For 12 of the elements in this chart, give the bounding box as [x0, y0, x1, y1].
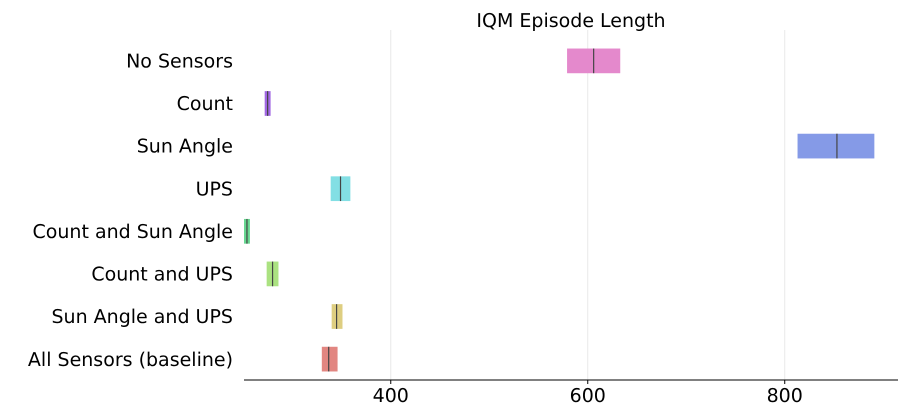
y-tick-label: Sun Angle and UPS — [51, 306, 233, 328]
y-tick-label: Count and UPS — [91, 264, 233, 286]
y-tick-label: All Sensors (baseline) — [28, 348, 233, 371]
x-tick-label: 400 — [372, 385, 409, 406]
x-tick-label: 800 — [766, 385, 803, 406]
y-tick-label: Count and Sun Angle — [32, 220, 233, 243]
x-tick-label: 600 — [570, 385, 606, 406]
chart-title: IQM Episode Length — [476, 10, 666, 32]
y-tick-label: Count — [176, 93, 233, 116]
y-tick-label: Sun Angle — [136, 136, 233, 158]
y-tick-label: UPS — [196, 178, 233, 200]
y-tick-label: No Sensors — [126, 50, 233, 73]
